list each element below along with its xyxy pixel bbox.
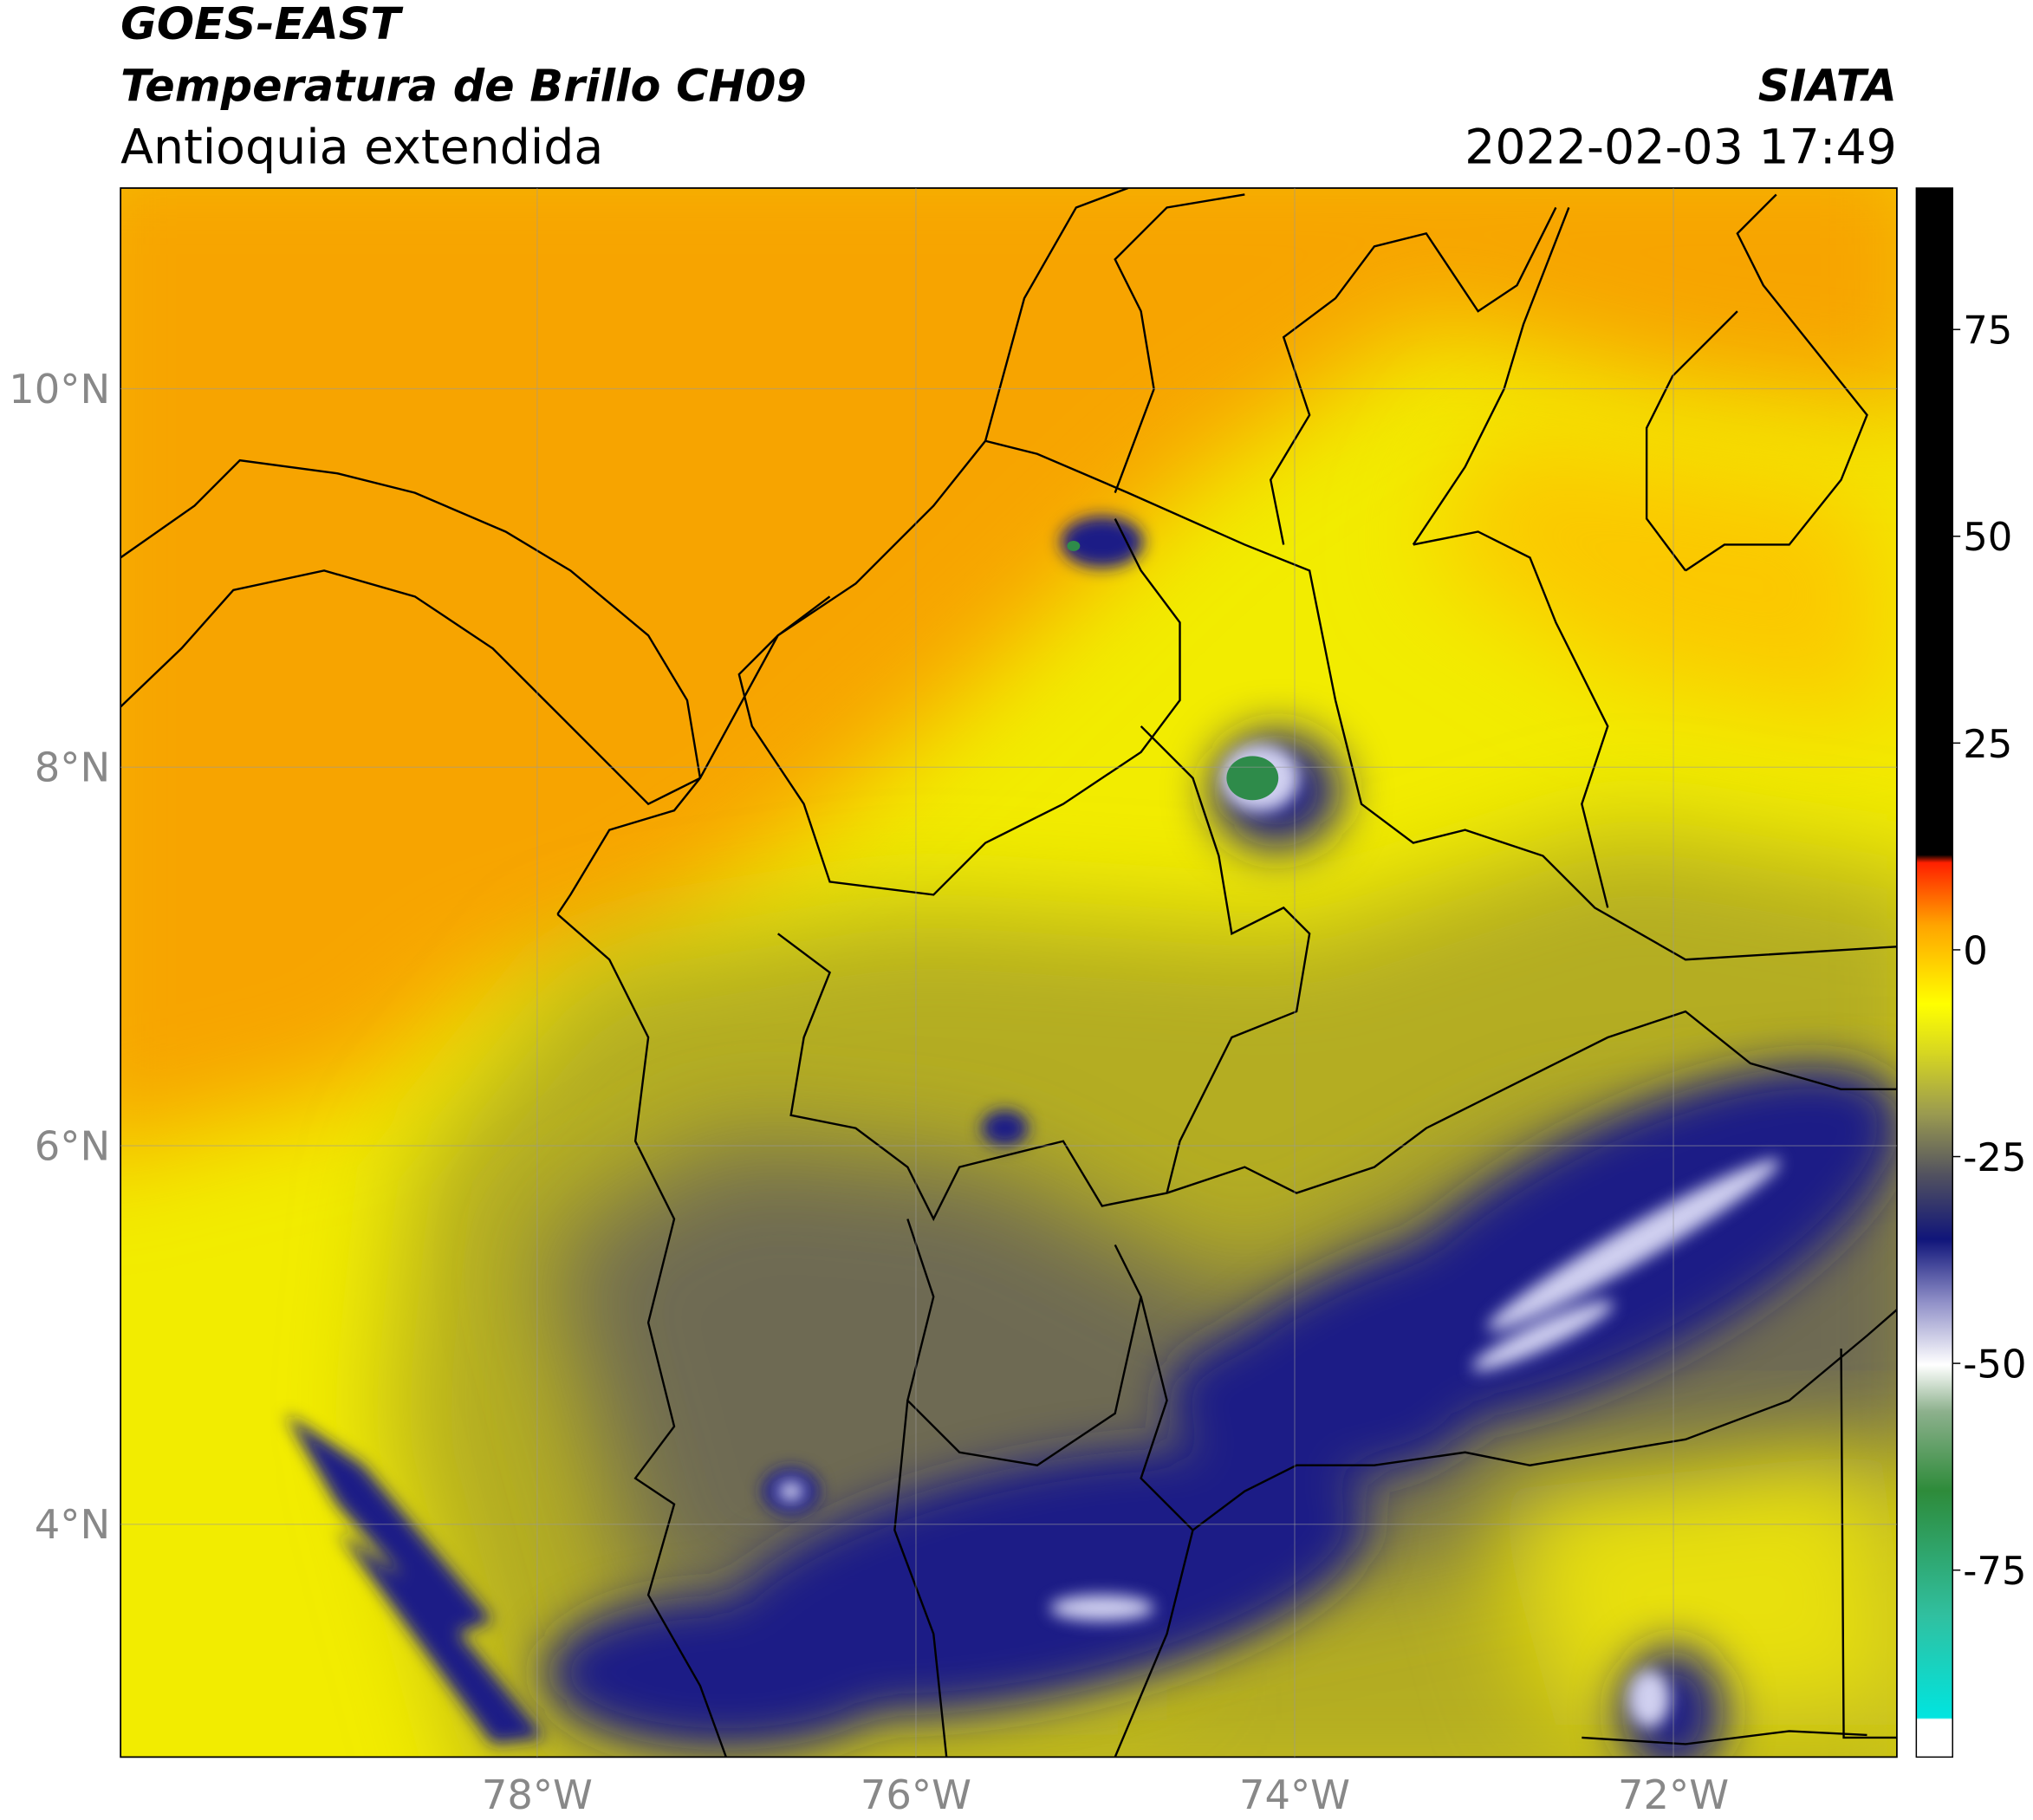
source: SIATA — [1758, 61, 1897, 112]
axis-labels: 78°W 76°W 74°W 72°W 4°N 6°N 8°N 10°N -75 -50 -25 0 2… — [9, 308, 2026, 1819]
y-tick-label: 10°N — [9, 366, 110, 413]
subtitle: Antioquia extendida — [120, 120, 603, 176]
y-tick-label: 8°N — [35, 744, 110, 791]
colorbar-tick-label: -25 — [1963, 1134, 2026, 1180]
x-tick-label: 78°W — [482, 1771, 593, 1818]
colorbar-tick-label: 25 — [1963, 721, 2012, 767]
graticule — [120, 188, 1897, 1758]
plot-frame — [120, 187, 1898, 1758]
colorbar-tick-label: -50 — [1963, 1342, 2026, 1388]
title-line2: Temperatura de Brillo CH09 — [120, 61, 807, 112]
title-line1: GOES-EAST — [120, 0, 404, 49]
colorbar-tick-label: 50 — [1963, 514, 2012, 560]
borders — [120, 188, 1897, 1758]
colorbar — [1915, 187, 1953, 1758]
timestamp: 2022-02-03 17:49 — [1465, 120, 1897, 176]
y-tick-label: 6°N — [35, 1122, 110, 1169]
satellite-image — [120, 188, 1897, 1758]
x-tick-label: 74°W — [1239, 1771, 1350, 1818]
y-tick-label: 4°N — [35, 1501, 110, 1548]
cold-core — [1067, 540, 1081, 551]
x-tick-label: 76°W — [861, 1771, 971, 1818]
colorbar-tick-label: 75 — [1963, 308, 2012, 354]
x-tick-label: 72°W — [1618, 1771, 1729, 1818]
cold-core — [1226, 756, 1279, 801]
colorbar-tick-label: 0 — [1963, 927, 1988, 973]
colorbar-tick-label: -75 — [1963, 1548, 2026, 1594]
